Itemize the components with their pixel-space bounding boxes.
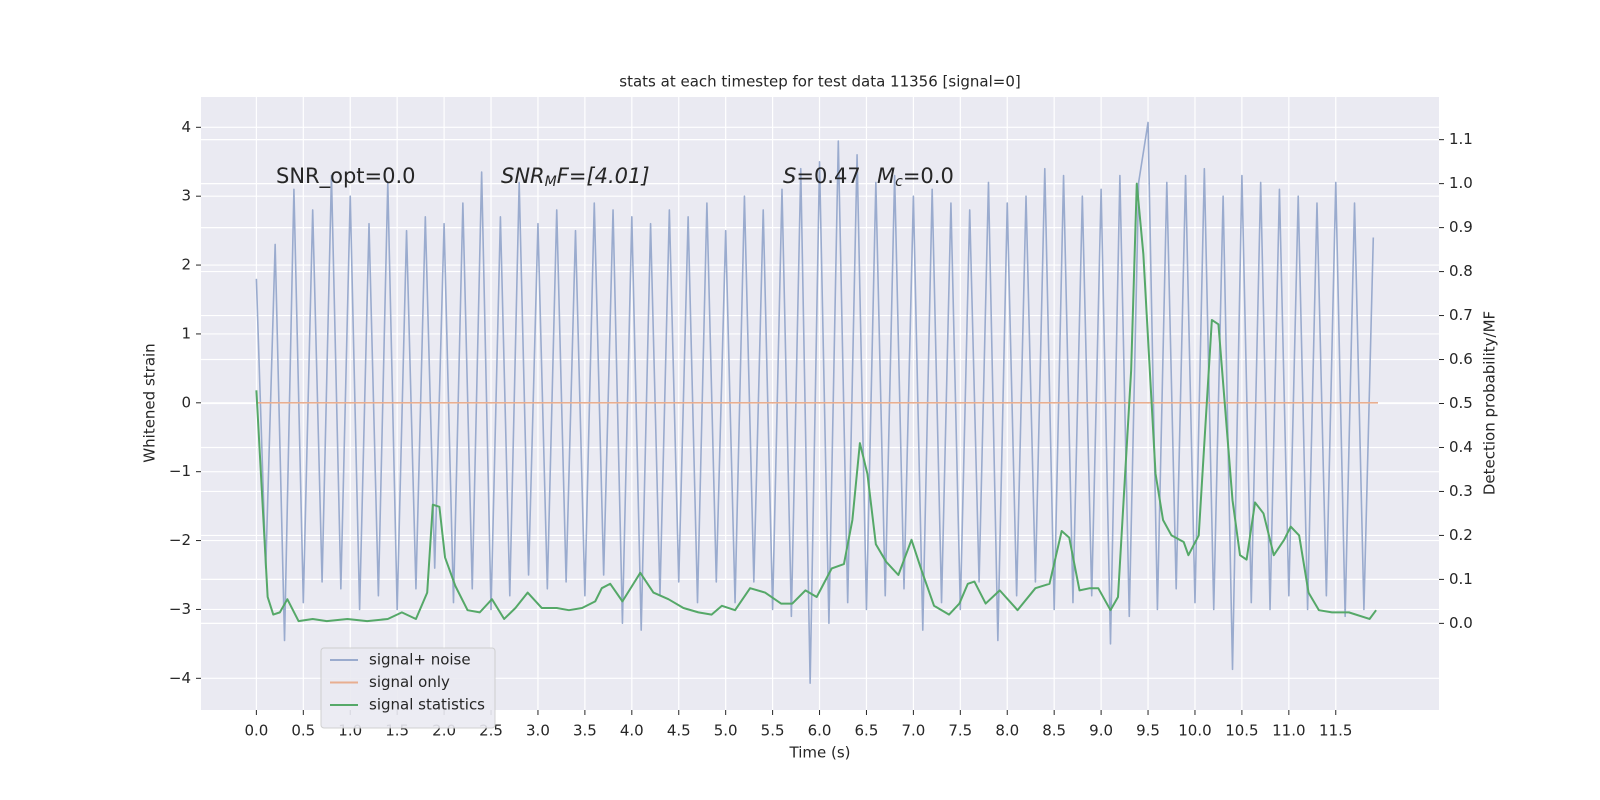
line-series [255, 182, 1377, 623]
x-tick-label: 9.5 [1136, 722, 1160, 740]
y2-tick-label: 0.6 [1449, 350, 1473, 368]
x-tick-label: 10.0 [1178, 722, 1211, 740]
x-tick-label: 8.5 [1042, 722, 1066, 740]
y2-tick-label: 0.1 [1449, 570, 1473, 588]
y2-tick-label: 0.5 [1449, 394, 1473, 412]
annotation-part: =0.47 [796, 164, 860, 188]
y-tick-label: 2 [181, 256, 191, 274]
annotation: SNR_opt=0.0 [276, 164, 416, 189]
x-tick-label: 3.0 [526, 722, 550, 740]
y2-tick-label: 0.2 [1449, 526, 1473, 544]
annotation-part: M [877, 164, 895, 188]
y-tick-label: −4 [169, 669, 191, 687]
y-axis-label: Whitened strain [141, 343, 159, 462]
x-tick-label: 4.0 [620, 722, 644, 740]
annotation-part: M [545, 174, 557, 190]
x-tick-label: 11.5 [1319, 722, 1352, 740]
y-tick-label: 1 [181, 324, 191, 342]
x-tick-label: 0.5 [291, 722, 315, 740]
y2-tick-label: 0.0 [1449, 614, 1473, 632]
x-tick-label: 5.5 [761, 722, 785, 740]
x-tick-label: 11.0 [1272, 722, 1305, 740]
legend-label: signal statistics [369, 696, 485, 714]
annotation: Mc=0.0 [877, 164, 954, 190]
annotation-part: =0.0 [903, 164, 954, 188]
legend-label: signal+ noise [369, 651, 471, 669]
x-tick-label: 8.0 [995, 722, 1019, 740]
y-tick-label: −2 [169, 531, 191, 549]
y-tick-label: −1 [169, 462, 191, 480]
x-tick-label: 6.0 [808, 722, 832, 740]
data-marks [255, 121, 1378, 684]
x-tick-label: 0.0 [244, 722, 268, 740]
y-tick-label: 4 [181, 118, 191, 136]
y2-tick-label: 1.1 [1449, 130, 1473, 148]
y2-tick-label: 0.7 [1449, 306, 1473, 324]
y2-tick-label: 0.8 [1449, 262, 1473, 280]
x-tick-label: 6.5 [855, 722, 879, 740]
x-tick-label: 7.5 [948, 722, 972, 740]
x-tick-label: 5.0 [714, 722, 738, 740]
y2-tick-label: 0.9 [1449, 218, 1473, 236]
annotation-part: c [895, 174, 903, 190]
annotation: S=0.47 [783, 164, 861, 188]
y-tick-label: 0 [181, 393, 191, 411]
y2-tick-label: 0.4 [1449, 438, 1473, 456]
x-tick-label: 4.5 [667, 722, 691, 740]
x-axis-label: Time (s) [789, 744, 851, 762]
y-tick-label: −3 [169, 600, 191, 618]
y-tick-label: 3 [181, 187, 191, 205]
x-tick-label: 9.0 [1089, 722, 1113, 740]
y2-tick-label: 1.0 [1449, 174, 1473, 192]
annotation-part: F=[4.01] [557, 164, 650, 188]
y2-axis-label: Detection probability/MF [1481, 311, 1499, 495]
annotation-part: SNR [501, 164, 545, 188]
legend-box [320, 647, 496, 729]
legend-label: signal only [369, 673, 450, 691]
annotation-part: S [783, 164, 796, 188]
x-tick-label: 7.0 [901, 722, 925, 740]
annotation: SNRMF=[4.01] [501, 164, 650, 190]
y2-tick-label: 0.3 [1449, 482, 1473, 500]
chart-title: stats at each timestep for test data 113… [619, 73, 1020, 91]
axes: 0.0 0.5 1.0 1.5 2.0 2.5 3.0 3.5 4.0 4.5 5.0 5.5 6.0 6… [169, 118, 1473, 740]
line-series [255, 121, 1375, 684]
x-tick-label: 10.5 [1225, 722, 1258, 740]
legend: signal+ noise signal only signal statistic… [320, 647, 496, 729]
x-tick-label: 3.5 [573, 722, 597, 740]
